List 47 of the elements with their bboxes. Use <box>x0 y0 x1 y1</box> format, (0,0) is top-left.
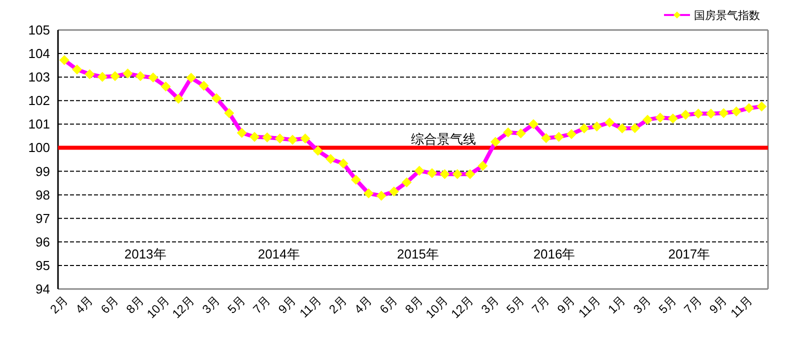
y-tick-label: 101 <box>28 116 50 132</box>
x-tick-label: 11月 <box>576 293 603 320</box>
x-tick-label: 5月 <box>504 293 527 316</box>
x-tick-label: 7月 <box>681 293 704 316</box>
annotation: 2014年 <box>258 246 300 262</box>
x-tick-label: 2月 <box>47 293 70 316</box>
x-tick-label: 6月 <box>376 293 400 316</box>
y-tick-label: 104 <box>28 46 50 62</box>
annotation: 2015年 <box>397 246 439 262</box>
x-tick-label: 3月 <box>478 293 502 316</box>
x-tick-label: 3月 <box>630 293 654 316</box>
x-tick-label: 9月 <box>706 293 730 316</box>
y-tick-label: 103 <box>28 70 50 85</box>
x-tick-label: 9月 <box>276 293 299 316</box>
annotation: 2017年 <box>668 246 710 262</box>
x-tick-label: 2月 <box>326 293 350 316</box>
x-tick-label: 12月 <box>169 293 198 322</box>
x-tick-label: 5月 <box>656 293 680 316</box>
x-tick-label: 9月 <box>554 293 578 316</box>
x-tick-label: 3月 <box>199 293 223 316</box>
x-tick-label: 6月 <box>98 293 122 316</box>
y-tick-label: 105 <box>28 22 50 38</box>
annotation: 2013年 <box>124 246 166 262</box>
x-tick-label: 11月 <box>728 293 756 320</box>
x-tick-label: 4月 <box>352 293 375 316</box>
x-tick-label: 7月 <box>529 293 552 316</box>
x-tick-label: 10月 <box>422 293 451 322</box>
x-tick-label: 10月 <box>144 293 172 322</box>
y-tick-label: 100 <box>28 140 50 156</box>
x-tick-label: 8月 <box>123 293 147 316</box>
x-tick-label: 4月 <box>72 293 96 316</box>
x-tick-label: 7月 <box>250 293 274 316</box>
y-tick-label: 95 <box>36 258 50 273</box>
annotation: 2016年 <box>533 246 576 262</box>
x-tick-label: 12月 <box>448 293 476 322</box>
x-tick-label: 8月 <box>402 293 426 316</box>
ref-line-label: 综合景气线 <box>411 132 476 147</box>
y-tick-label: 94 <box>36 282 50 296</box>
x-tick-label: 11月 <box>296 293 324 320</box>
x-tick-label: 1月 <box>605 293 628 316</box>
y-tick-label: 99 <box>36 164 50 179</box>
y-tick-label: 102 <box>28 93 50 108</box>
y-tick-label: 96 <box>36 234 50 250</box>
y-tick-label: 97 <box>36 210 50 226</box>
y-tick-label: 98 <box>36 187 50 202</box>
legend-label: 国房景气指数 <box>694 9 760 22</box>
x-tick-label: 5月 <box>224 293 248 316</box>
